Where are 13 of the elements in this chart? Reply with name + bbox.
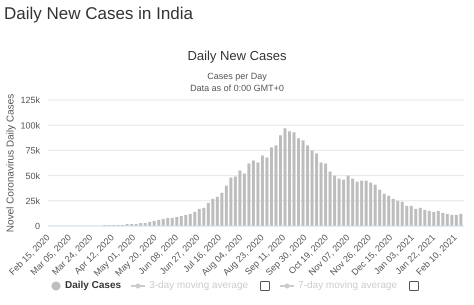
text: Cases per Day [206,71,268,81]
y-tick-label: 25k [25,196,40,206]
y-tick-label: 125k [20,95,40,106]
legend-label: Daily Cases [64,280,122,291]
y-axis-title: Novel Coronavirus Daily Cases [6,94,17,232]
chart-subtitle: Daily New Cases [186,48,288,63]
text: Data as of 0:00 GMT+0 [189,83,285,93]
y-tick-label: 50k [25,170,40,181]
y-tick-label: 100k [20,120,40,130]
chart-title: Daily New Cases in India [4,4,193,24]
y-tick-label: 75k [25,146,40,156]
bar [459,214,462,226]
y-tick-label: 0 [34,221,40,232]
